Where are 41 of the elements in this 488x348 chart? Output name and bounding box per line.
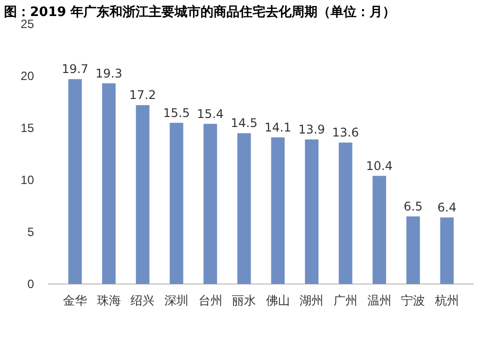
- x-tick-label: 宁波: [401, 294, 426, 308]
- x-tick-label: 湖州: [300, 294, 324, 308]
- bar: [406, 216, 420, 284]
- data-label: 19.3: [96, 66, 122, 80]
- x-tick-label: 广州: [334, 294, 358, 308]
- data-label: 14.1: [264, 120, 292, 134]
- y-tick-label: 10: [20, 172, 34, 187]
- data-label: 13.6: [332, 126, 359, 140]
- data-label: 14.5: [230, 116, 258, 130]
- bar: [237, 133, 251, 284]
- x-tick-label: 台州: [198, 294, 222, 308]
- bar: [102, 83, 116, 284]
- bar: [204, 124, 218, 284]
- bar: [271, 137, 285, 284]
- data-label: 6.5: [404, 199, 423, 214]
- x-tick-label: 佛山: [266, 294, 290, 308]
- data-label: 15.5: [163, 106, 190, 120]
- x-tick-label: 金华: [63, 294, 88, 308]
- bar: [68, 79, 82, 284]
- x-tick-label: 绍兴: [130, 294, 155, 308]
- x-tick-label: 杭州: [434, 294, 459, 308]
- data-label: 15.4: [196, 106, 224, 121]
- bar: [338, 142, 352, 284]
- bar: [170, 122, 184, 284]
- x-tick-label: 温州: [367, 294, 392, 308]
- bar: [372, 176, 386, 284]
- x-tick-label: 珠海: [96, 294, 121, 308]
- bar: [136, 105, 150, 284]
- bar: [440, 217, 454, 284]
- data-label: 10.4: [366, 158, 393, 173]
- y-tick-label: 5: [27, 224, 34, 239]
- y-tick-label: 20: [20, 68, 34, 83]
- x-tick-label: 深圳: [164, 294, 188, 308]
- data-label: 13.9: [298, 122, 326, 136]
- data-label: 19.7: [62, 62, 88, 76]
- y-tick-label: 0: [27, 276, 34, 291]
- y-tick-label: 15: [20, 120, 34, 135]
- bar: [304, 139, 318, 284]
- data-label: 6.4: [437, 200, 456, 214]
- x-tick-label: 丽水: [232, 294, 256, 308]
- data-label: 17.2: [129, 88, 156, 102]
